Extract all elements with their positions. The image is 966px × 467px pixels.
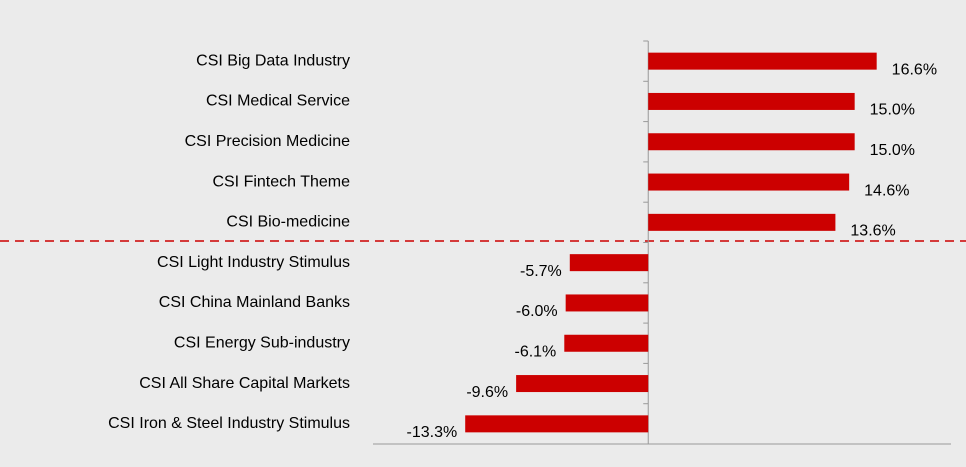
- bar: [569, 254, 649, 272]
- bar: [565, 294, 649, 312]
- category-label: CSI Medical Service: [206, 93, 350, 110]
- category-label: CSI All Share Capital Markets: [139, 375, 350, 392]
- category-label: CSI Bio-medicine: [226, 214, 350, 231]
- data-label: -9.6%: [466, 384, 508, 401]
- bar: [648, 213, 836, 231]
- data-label: -6.0%: [516, 303, 558, 320]
- category-label: CSI Big Data Industry: [196, 52, 350, 69]
- data-label: -13.3%: [407, 424, 458, 441]
- data-label: -6.1%: [514, 343, 556, 360]
- data-label: 16.6%: [892, 61, 937, 78]
- bar: [564, 334, 649, 352]
- bar: [516, 375, 649, 393]
- category-label: CSI Iron & Steel Industry Stimulus: [108, 415, 350, 432]
- bar: [648, 92, 855, 110]
- bar: [648, 133, 855, 151]
- data-label: 14.6%: [864, 182, 909, 199]
- data-label: -5.7%: [520, 263, 562, 280]
- bar: [648, 52, 877, 70]
- category-label: CSI Energy Sub-industry: [174, 334, 350, 351]
- category-label: CSI Precision Medicine: [185, 133, 351, 150]
- category-label: CSI Fintech Theme: [212, 173, 350, 190]
- bar: [648, 173, 850, 191]
- data-label: 13.6%: [850, 223, 895, 240]
- bar: [465, 415, 649, 433]
- data-label: 15.0%: [870, 142, 915, 159]
- category-label: CSI China Mainland Banks: [159, 294, 350, 311]
- data-label: 15.0%: [870, 102, 915, 119]
- category-label: CSI Light Industry Stimulus: [157, 254, 350, 271]
